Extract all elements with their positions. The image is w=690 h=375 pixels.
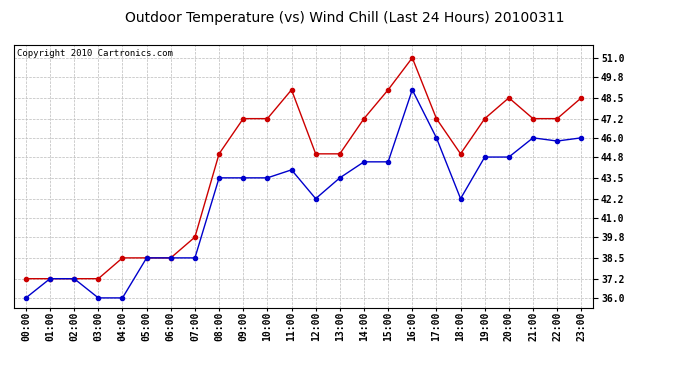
- Text: Copyright 2010 Cartronics.com: Copyright 2010 Cartronics.com: [17, 49, 172, 58]
- Text: Outdoor Temperature (vs) Wind Chill (Last 24 Hours) 20100311: Outdoor Temperature (vs) Wind Chill (Las…: [126, 11, 564, 25]
